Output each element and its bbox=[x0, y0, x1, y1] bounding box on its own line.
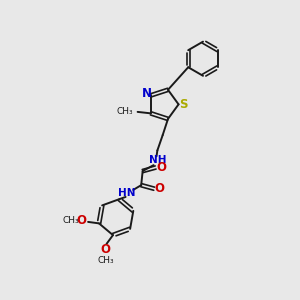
Text: O: O bbox=[156, 161, 166, 174]
Text: N: N bbox=[141, 87, 152, 101]
Text: NH: NH bbox=[148, 155, 166, 165]
Text: HN: HN bbox=[118, 188, 136, 198]
Text: CH₃: CH₃ bbox=[97, 256, 114, 265]
Text: O: O bbox=[100, 243, 110, 256]
Text: CH₃: CH₃ bbox=[62, 216, 79, 225]
Text: O: O bbox=[76, 214, 87, 227]
Text: S: S bbox=[180, 98, 188, 111]
Text: CH₃: CH₃ bbox=[117, 107, 133, 116]
Text: O: O bbox=[154, 182, 164, 195]
